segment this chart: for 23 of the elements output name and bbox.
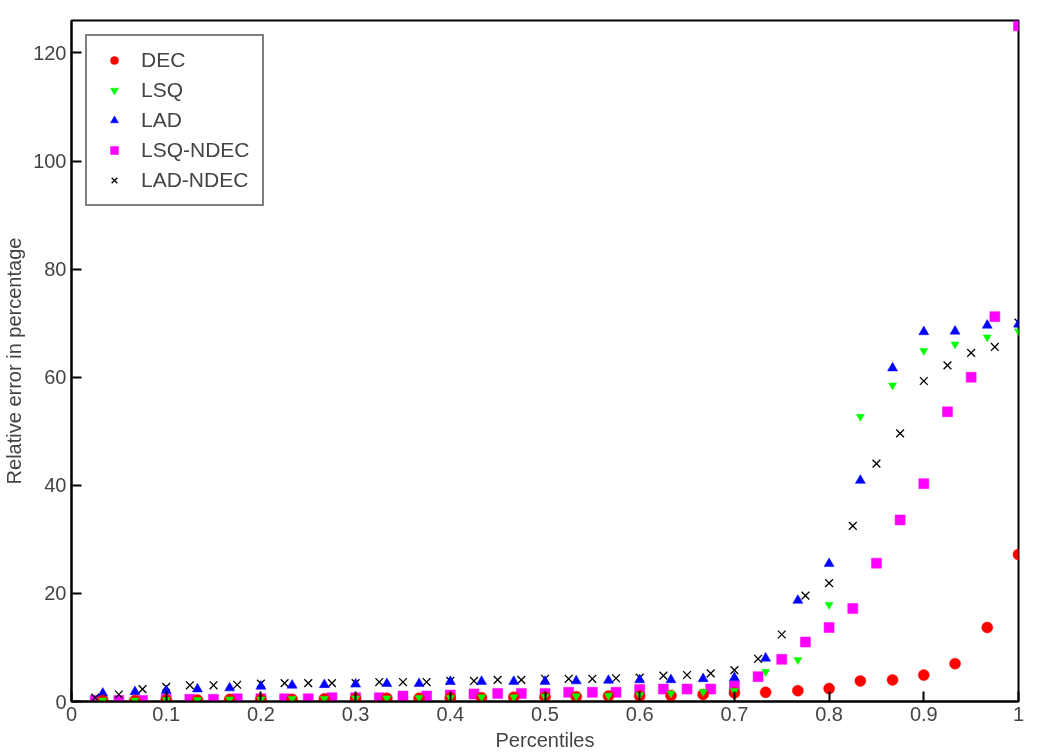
y-tick-label: 80 [44,258,67,281]
x-tick-label: 1 [1012,702,1025,725]
y-tick-label: 20 [44,582,67,605]
x-tick-label: 0.3 [341,702,370,725]
x-tick-label: 0.7 [720,702,749,725]
y-tick-label: 100 [33,150,67,173]
legend-label: LAD-NDEC [141,168,249,192]
legend-label: DEC [141,48,186,72]
x-tick-label: 0.8 [815,702,844,725]
legend-label: LAD [141,108,182,132]
x-tick-label: 0.1 [152,702,181,725]
y-tick-label: 120 [33,41,67,64]
x-tick-label: 0.5 [531,702,559,725]
legend-label: LSQ [141,78,184,102]
y-tick-label: 40 [44,474,67,497]
x-tick-label: 0.2 [247,702,275,725]
x-tick-label: 0.4 [436,702,465,725]
x-axis-title: Percentiles [495,728,595,751]
x-tick-label: 0.6 [625,702,654,725]
y-tick-label: 60 [44,366,67,389]
legend-label: LSQ-NDEC [141,138,250,162]
y-axis-title: Relative error in percentage [3,237,26,485]
x-tick-label: 0.9 [909,702,938,725]
